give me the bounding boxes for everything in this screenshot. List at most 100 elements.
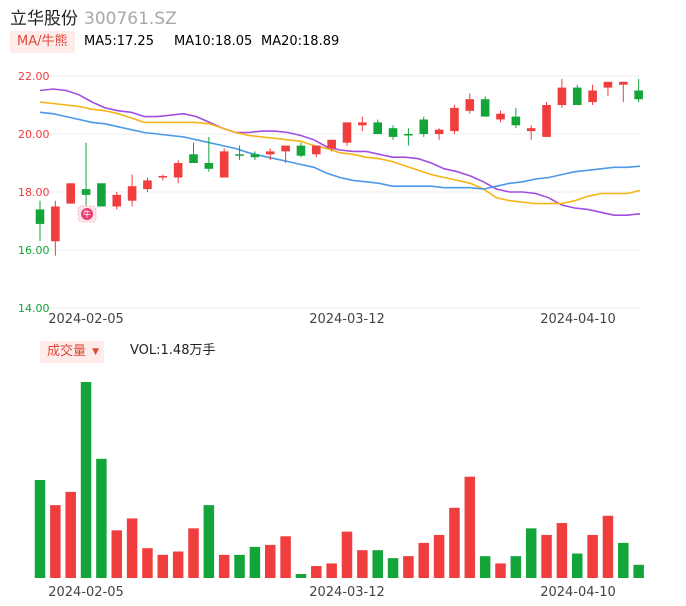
- volume-bar-34: [556, 523, 568, 578]
- candle-0: [35, 200, 45, 242]
- candlestick-series: [35, 78, 643, 256]
- candle-20: [342, 122, 352, 146]
- candle-25: [419, 116, 429, 137]
- price-tick-label-2: 18.00: [18, 186, 50, 199]
- candle-body: [66, 183, 75, 204]
- candle-26: [434, 128, 444, 140]
- candle-body: [250, 154, 260, 158]
- ma-indicator-tag[interactable]: MA/牛熊: [10, 31, 75, 53]
- volume-bar-10: [188, 528, 199, 578]
- candle-17: [296, 142, 306, 158]
- candle-31: [511, 107, 521, 129]
- candle-body: [189, 154, 198, 163]
- candle-21: [358, 116, 367, 132]
- volume-tag-label: 成交量: [47, 344, 87, 359]
- candle-body: [634, 90, 643, 100]
- candle-27: [450, 105, 459, 134]
- price-gridlines: [28, 75, 640, 309]
- candle-body: [557, 87, 567, 105]
- candle-16: [281, 145, 290, 163]
- price-date-label-1: 2024-03-12: [309, 312, 385, 327]
- volume-bar-33: [541, 534, 552, 578]
- candle-2: [66, 183, 75, 204]
- volume-bar-9: [172, 551, 184, 578]
- volume-bar-24: [403, 556, 414, 578]
- volume-bar-8: [157, 554, 169, 578]
- candle-6: [127, 174, 137, 207]
- candle-body: [434, 129, 444, 134]
- candle-32: [526, 125, 536, 140]
- volume-bar-14: [249, 546, 261, 578]
- volume-bar-28: [464, 476, 476, 578]
- candle-body: [35, 209, 45, 224]
- candle-body: [419, 119, 429, 134]
- volume-bar-18: [311, 566, 322, 578]
- volume-bar-17: [295, 574, 307, 578]
- candle-14: [250, 151, 260, 161]
- candle-30: [496, 110, 505, 123]
- candle-body: [312, 145, 321, 155]
- candle-18: [312, 145, 321, 158]
- stock-code: 300761.SZ: [84, 9, 177, 29]
- candle-23: [388, 125, 398, 140]
- volume-bar-6: [126, 518, 138, 578]
- volume-bar-37: [602, 515, 614, 578]
- ma5-legend-value: MA5:17.25: [84, 34, 154, 49]
- candle-body: [572, 87, 582, 105]
- candle-33: [542, 102, 551, 137]
- volume-bar-32: [525, 528, 537, 578]
- dropdown-triangle-icon: ▼: [92, 347, 100, 357]
- volume-bar-4: [96, 458, 107, 578]
- price-tick-label-1: 20.00: [18, 128, 50, 141]
- ma5-line: [39, 88, 641, 216]
- candle-body: [296, 145, 306, 156]
- candle-body: [480, 99, 490, 117]
- ma20-legend-value: MA20:18.89: [261, 34, 340, 49]
- volume-bar-16: [280, 536, 291, 578]
- candle-body: [450, 107, 459, 132]
- candle-body: [388, 128, 398, 137]
- candle-body: [97, 183, 106, 207]
- candle-10: [189, 142, 198, 163]
- candle-body: [204, 163, 214, 169]
- volume-indicator-tag[interactable]: 成交量 ▼: [40, 341, 105, 363]
- volume-bar-23: [387, 558, 399, 578]
- candle-body: [603, 81, 613, 88]
- volume-bar-15: [265, 544, 276, 578]
- volume-bar-25: [418, 542, 429, 578]
- volume-bar-7: [142, 548, 153, 578]
- ma10-line: [39, 101, 641, 205]
- volume-bar-30: [495, 563, 506, 578]
- volume-bar-12: [218, 554, 230, 578]
- price-tick-label-4: 14.00: [18, 302, 50, 315]
- candle-37: [603, 81, 613, 97]
- candle-22: [373, 119, 382, 134]
- candle-4: [97, 183, 106, 207]
- volume-bar-11: [203, 505, 215, 578]
- volume-bar-27: [449, 507, 460, 578]
- candle-body: [143, 180, 152, 190]
- candle-body: [526, 128, 536, 132]
- candle-body: [235, 154, 244, 156]
- volume-bar-35: [572, 553, 583, 578]
- volume-bar-36: [587, 534, 598, 578]
- candle-body: [511, 116, 521, 126]
- volume-date-label-0: 2024-02-05: [48, 585, 124, 600]
- volume-bar-3: [80, 382, 92, 578]
- stock-name: 立华股份: [10, 9, 78, 29]
- price-axis-labels: 22.0020.0018.0016.0014.002024-02-052024-…: [18, 70, 616, 600]
- volume-bar-39: [633, 564, 644, 578]
- candle-19: [327, 139, 336, 152]
- candle-36: [588, 84, 597, 105]
- ma10-legend-value: MA10:18.05: [174, 34, 253, 49]
- volume-bar-13: [234, 554, 245, 578]
- volume-bar-20: [341, 531, 353, 578]
- candle-body: [588, 90, 597, 103]
- candle-body: [358, 122, 367, 126]
- volume-bar-26: [433, 534, 445, 578]
- ma20-line: [39, 111, 641, 190]
- candle-body: [281, 145, 290, 152]
- candle-39: [634, 78, 643, 103]
- volume-bar-1: [50, 505, 61, 578]
